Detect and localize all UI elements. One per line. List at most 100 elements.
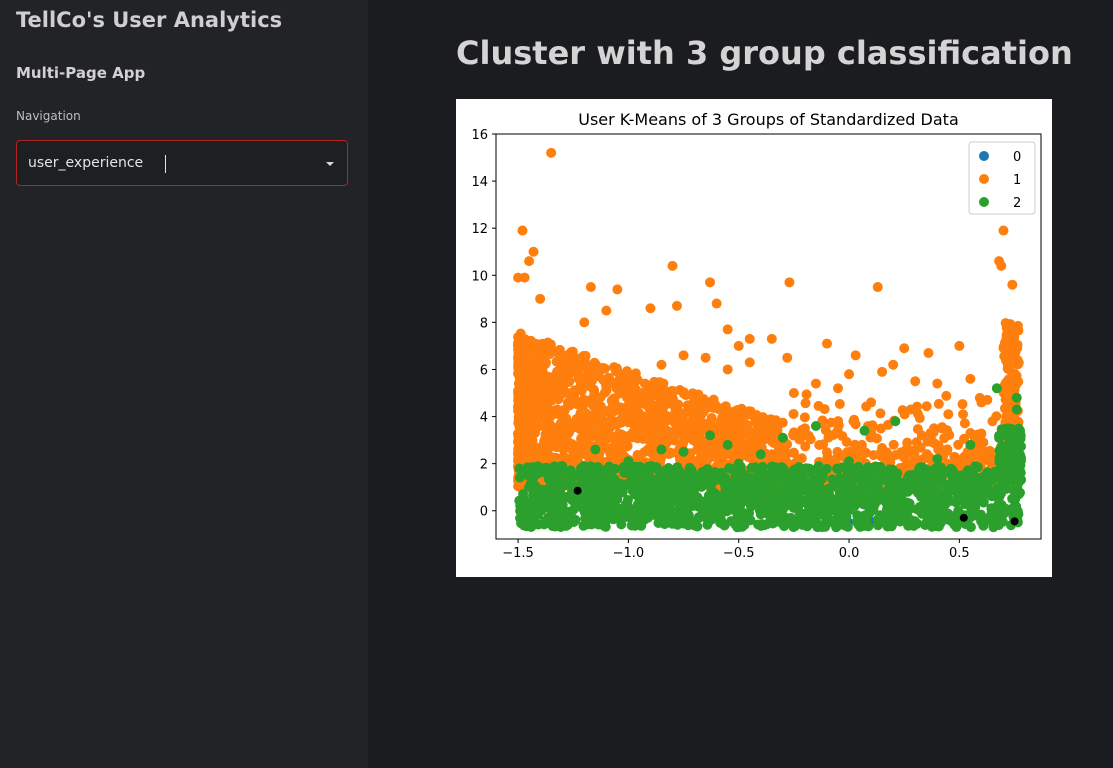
data-point-cluster-1: [711, 298, 722, 309]
chart-title: User K-Means of 3 Groups of Standardized…: [578, 110, 959, 129]
data-point-cluster-1: [813, 400, 824, 411]
data-point-cluster-2: [737, 486, 748, 497]
data-point-cluster-2: [804, 491, 815, 502]
data-point-cluster-1: [705, 443, 716, 454]
data-point-cluster-1: [821, 447, 832, 458]
data-point-cluster-2: [901, 497, 912, 508]
data-point-cluster-2: [976, 509, 987, 520]
data-point-cluster-2: [725, 481, 736, 492]
data-point-cluster-2: [733, 498, 744, 509]
data-point-cluster-1: [692, 444, 703, 455]
navigation-label: Navigation: [16, 109, 81, 123]
data-point-cluster-1: [605, 408, 616, 419]
data-point-cluster-1: [561, 413, 572, 424]
data-point-cluster-2: [776, 482, 787, 493]
data-point-cluster-2: [780, 501, 791, 512]
data-point-cluster-1: [518, 387, 529, 398]
data-point-cluster-1: [1004, 365, 1015, 376]
data-point-cluster-1: [678, 350, 689, 361]
data-point-cluster-2: [514, 472, 525, 483]
data-point-cluster-2: [547, 521, 558, 532]
data-point-cluster-1: [1007, 279, 1018, 290]
data-point-cluster-2: [1011, 404, 1022, 415]
data-point-cluster-1: [875, 408, 886, 419]
data-point-cluster-1: [850, 350, 861, 361]
data-point-cluster-2: [718, 489, 729, 500]
data-point-cluster-2: [942, 513, 953, 524]
data-point-cluster-1: [517, 225, 528, 236]
data-point-cluster-2: [805, 504, 816, 515]
x-tick-label: 0.5: [949, 546, 970, 561]
data-point-cluster-2: [678, 446, 689, 457]
data-point-cluster-2: [746, 462, 757, 473]
data-point-cluster-2: [739, 519, 750, 530]
data-point-cluster-1: [605, 415, 616, 426]
data-point-cluster-1: [958, 409, 969, 420]
data-point-cluster-1: [528, 246, 539, 257]
data-point-cluster-1: [574, 399, 585, 410]
x-tick-label: −1.5: [502, 546, 534, 561]
data-point-cluster-1: [622, 387, 633, 398]
data-point-cluster-2: [671, 506, 682, 517]
data-point-cluster-2: [994, 455, 1005, 466]
navigation-select[interactable]: user_experience: [16, 140, 348, 186]
data-point-cluster-1: [569, 385, 580, 396]
data-point-cluster-2: [779, 511, 790, 522]
data-point-cluster-2: [746, 472, 757, 483]
data-point-cluster-1: [736, 438, 747, 449]
data-point-cluster-1: [978, 437, 989, 448]
data-point-cluster-1: [856, 443, 867, 454]
legend-marker: [979, 197, 989, 207]
data-point-cluster-1: [925, 427, 936, 438]
data-point-cluster-1: [939, 433, 950, 444]
axes-frame: [495, 133, 1042, 540]
data-point-cluster-2: [587, 467, 598, 478]
data-point-cluster-2: [818, 485, 829, 496]
data-point-cluster-1: [1012, 342, 1023, 353]
data-point-cluster-1: [609, 397, 620, 408]
data-point-cluster-1: [996, 260, 1007, 271]
data-point-cluster-2: [706, 503, 717, 514]
data-point-cluster-1: [888, 439, 899, 450]
data-point-cluster-2: [798, 469, 809, 480]
data-point-cluster-1: [888, 359, 899, 370]
data-point-cluster-2: [955, 471, 966, 482]
data-point-cluster-2: [756, 478, 767, 489]
data-point-cluster-1: [957, 399, 968, 410]
data-point-cluster-1: [513, 356, 524, 367]
data-point-cluster-1: [800, 441, 811, 452]
plot-area: [513, 147, 1027, 533]
data-point-cluster-1: [516, 424, 527, 435]
data-point-cluster-2: [930, 468, 941, 479]
data-point-cluster-1: [667, 397, 678, 408]
data-point-cluster-2: [588, 513, 599, 524]
chevron-down-icon[interactable]: [326, 162, 334, 166]
data-point-cluster-2: [882, 491, 893, 502]
data-point-cluster-2: [978, 496, 989, 507]
data-point-cluster-1: [589, 385, 600, 396]
data-point-cluster-1: [683, 432, 694, 443]
centroid-marker: [573, 486, 582, 495]
y-tick-label: 16: [471, 128, 488, 143]
data-point-cluster-1: [898, 451, 909, 462]
data-point-cluster-2: [928, 481, 939, 492]
data-point-cluster-1: [687, 388, 698, 399]
app-title: TellCo's User Analytics: [16, 8, 283, 32]
data-point-cluster-2: [705, 430, 716, 441]
data-point-cluster-2: [843, 496, 854, 507]
data-point-cluster-2: [514, 463, 525, 474]
data-point-cluster-2: [796, 482, 807, 493]
y-tick-label: 2: [480, 458, 488, 473]
data-point-cluster-2: [991, 383, 1002, 394]
data-point-cluster-2: [633, 508, 644, 519]
data-point-cluster-2: [580, 476, 591, 487]
data-point-cluster-1: [526, 435, 537, 446]
data-point-cluster-1: [643, 425, 654, 436]
data-point-cluster-1: [581, 449, 592, 460]
data-point-cluster-2: [672, 519, 683, 530]
data-point-cluster-1: [645, 303, 656, 314]
data-point-cluster-2: [967, 509, 978, 520]
data-point-cluster-1: [1012, 355, 1023, 366]
data-point-cluster-1: [726, 428, 737, 439]
data-point-cluster-2: [965, 473, 976, 484]
